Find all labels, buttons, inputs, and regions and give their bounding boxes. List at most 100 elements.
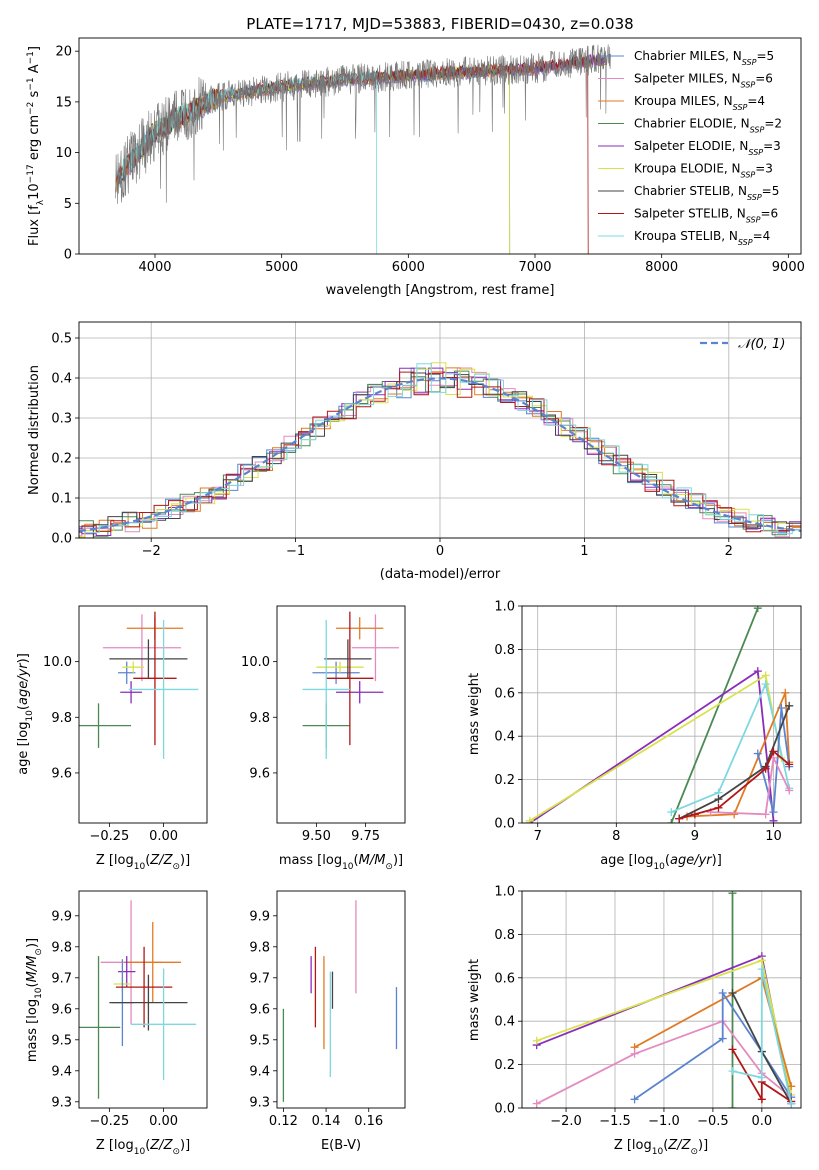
weight-marker [785, 760, 794, 769]
legend-entry: Salpeter ELODIE, NSSP=3 [634, 139, 781, 157]
x-tick-label: −2.0 [550, 1114, 582, 1129]
weight-marker [728, 1067, 737, 1076]
plot-area [282, 900, 398, 1102]
x-tick-label: 5000 [265, 260, 298, 275]
y-tick-label: 0.6 [494, 686, 515, 701]
x-tick-label: 0.16 [354, 1114, 383, 1129]
y-tick-label: 0.4 [494, 1015, 515, 1030]
y-tick-label: 0.4 [51, 372, 72, 387]
weight-marker [667, 808, 676, 817]
weight-marker [757, 956, 766, 965]
y-tick-label: 9.8 [249, 711, 270, 726]
y-axis-label: age [log10(age/yr)] [16, 653, 35, 775]
y-tick-label: 0.2 [51, 452, 72, 467]
legend-entry: 𝒩(0, 1) [738, 337, 785, 352]
axes-frame [521, 605, 802, 824]
weight-line [678, 705, 791, 820]
legend-entry: Chabrier STELIB, NSSP=5 [634, 184, 779, 202]
x-axis-label: (data-model)/error [380, 567, 501, 582]
x-tick-label: −1 [286, 544, 305, 559]
weight-marker [728, 891, 737, 898]
axes-frame [521, 890, 802, 1109]
plot-area [79, 362, 801, 538]
plot-area [79, 900, 197, 1099]
histogram-step [79, 371, 801, 533]
weight-marker [761, 671, 770, 680]
y-tick-label: 10 [55, 146, 72, 161]
y-tick-label: 0.4 [494, 730, 515, 745]
x-tick-label: 0.12 [269, 1114, 298, 1129]
age-mass-panel: 9.50 9.75 9.6 9.8 10.0 [241, 605, 406, 844]
weight-marker [761, 764, 770, 773]
legend-entry: Salpeter STELIB, NSSP=6 [634, 207, 778, 225]
weight-marker [787, 1082, 796, 1091]
y-tick-label: 15 [55, 95, 72, 110]
legend-entry: Kroupa MILES, NSSP=4 [634, 94, 765, 112]
axes-frame [78, 37, 802, 255]
weight-marker [757, 965, 766, 974]
y-tick-label: 0.2 [494, 1058, 515, 1073]
weight-marker [728, 1104, 737, 1108]
weight-marker [675, 814, 684, 823]
y-tick-label: 0.8 [494, 643, 515, 658]
y-tick-label: 9.6 [51, 1002, 72, 1017]
x-tick-label: 0.00 [149, 1114, 178, 1129]
x-tick-label: 8 [612, 829, 620, 844]
x-tick-label: 0.14 [312, 1114, 341, 1129]
y-axis-label: mass weight [467, 673, 482, 755]
x-tick-label: 9 [691, 829, 699, 844]
weight-marker [525, 816, 534, 823]
weight-marker [777, 703, 786, 712]
y-tick-label: 9.4 [249, 1064, 270, 1079]
x-axis-label: Z [log10(Z/Z⊙)] [614, 1138, 708, 1157]
y-tick-label: 9.7 [51, 971, 72, 986]
y-tick-label: 9.8 [51, 940, 72, 955]
x-tick-label: 1 [580, 544, 588, 559]
weight-marker [667, 819, 676, 823]
y-tick-label: 0.5 [51, 332, 72, 347]
weight-marker [753, 667, 762, 676]
x-axis-label: age [log10(age/yr)] [600, 853, 722, 872]
weight-marker [714, 803, 723, 812]
x-tick-label: 9.75 [351, 829, 380, 844]
weight-marker [718, 988, 727, 997]
y-tick-label: 9.9 [51, 909, 72, 924]
y-tick-label: 0 [64, 248, 72, 263]
weight-line [756, 707, 791, 813]
y-tick-label: 9.6 [51, 766, 72, 781]
normal-curve [79, 377, 801, 533]
weight-marker [757, 1073, 766, 1082]
x-tick-label: 9000 [772, 260, 805, 275]
y-tick-label: 10.0 [43, 655, 72, 670]
legend-entry: Chabrier MILES, NSSP=5 [634, 49, 774, 67]
x-axis-label: E(B-V) [321, 1138, 361, 1153]
mass-ebv-panel: 0.12 0.14 0.16 9.3 9.4 9.5 9.6 9.7 9.8 9.9 [249, 890, 406, 1129]
data-spectrum-line [115, 44, 611, 204]
weight-line [529, 673, 783, 822]
x-tick-label: −0.25 [89, 829, 129, 844]
legend-entry: Kroupa ELODIE, NSSP=3 [634, 162, 773, 180]
y-tick-label: 1.0 [494, 600, 515, 615]
weight-marker [532, 1036, 541, 1045]
axes-frame [276, 890, 406, 1109]
weight-marker [730, 810, 739, 819]
weight-marker [769, 816, 778, 823]
figure-title: PLATE=1717, MJD=53883, FIBERID=0430, z=0… [246, 15, 633, 33]
y-tick-label: 10.0 [241, 655, 270, 670]
y-axis-label: mass [log10(M/M⊙)] [25, 938, 44, 1062]
x-tick-label: 10 [765, 829, 782, 844]
axes-frame [78, 605, 208, 824]
y-tick-label: 1.0 [494, 885, 515, 900]
y-axis-label: Normed distribution [27, 365, 42, 495]
x-axis-label: Z [log10(Z/Z⊙)] [96, 1138, 190, 1157]
y-tick-label: 9.4 [51, 1064, 72, 1079]
x-tick-label: 6000 [392, 260, 425, 275]
histogram-step [79, 363, 801, 535]
y-tick-label: 0.0 [494, 817, 515, 832]
weight-marker [757, 1095, 766, 1104]
weight-marker [718, 1034, 727, 1043]
y-tick-label: 9.6 [249, 1002, 270, 1017]
weight-marker [781, 688, 790, 697]
axes-frame [78, 321, 802, 539]
